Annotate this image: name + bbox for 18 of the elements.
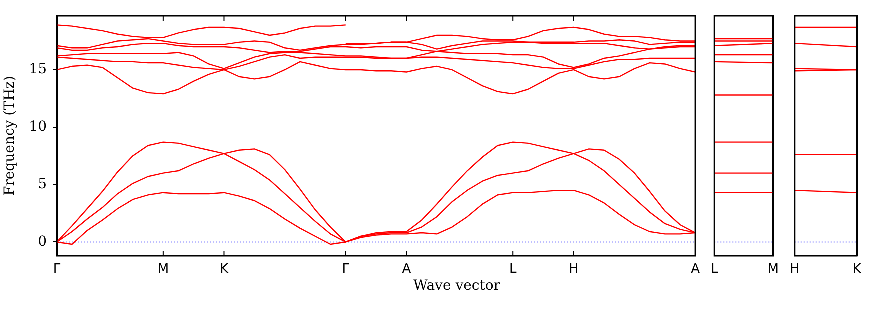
x-tick-label: A — [691, 262, 700, 278]
y-tick-label: 15 — [29, 62, 47, 78]
x-tick-label: Γ — [53, 262, 62, 278]
x-tick-label: H — [569, 262, 579, 278]
x-tick-label: K — [220, 262, 229, 278]
x-axis-title: Wave vector — [414, 278, 500, 294]
x-tick-label: H — [790, 262, 800, 278]
x-tick-label: L — [710, 262, 719, 278]
x-tick-label: Γ — [342, 262, 350, 278]
y-tick-label: 0 — [38, 234, 47, 250]
y-tick-label: 10 — [29, 119, 47, 136]
y-axis-title: Frequency (THz) — [2, 76, 18, 196]
x-tick-label: M — [768, 262, 779, 278]
y-tick-label: 5 — [38, 176, 47, 192]
x-tick-label: M — [158, 262, 170, 278]
x-tick-label: A — [402, 262, 412, 278]
x-tick-label: L — [509, 262, 518, 278]
x-tick-label: K — [852, 262, 862, 278]
